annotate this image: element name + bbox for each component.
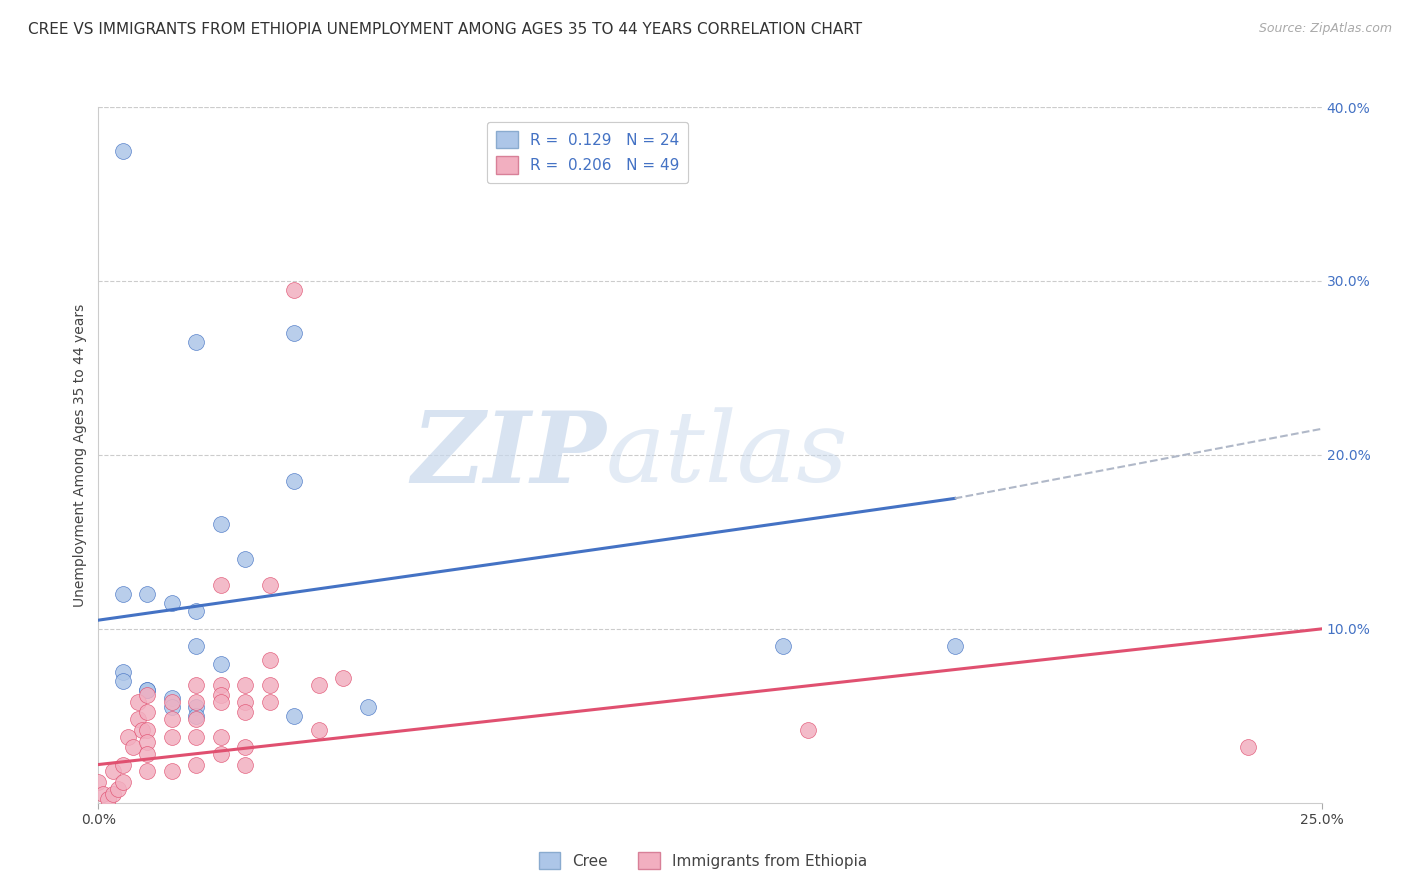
Legend: Cree, Immigrants from Ethiopia: Cree, Immigrants from Ethiopia <box>533 846 873 875</box>
Point <box>186 757 208 772</box>
Point <box>160 700 183 714</box>
Point <box>117 730 139 744</box>
Point <box>160 596 183 610</box>
Point <box>209 747 232 761</box>
Point <box>186 695 208 709</box>
Point <box>87 775 110 789</box>
Point <box>136 723 159 737</box>
Point <box>136 735 159 749</box>
Point <box>186 639 208 653</box>
Point <box>136 587 159 601</box>
Point <box>332 671 354 685</box>
Point <box>107 781 129 796</box>
Point <box>186 712 208 726</box>
Point <box>186 605 208 619</box>
Point <box>136 764 159 779</box>
Point <box>259 653 281 667</box>
Point <box>209 578 232 592</box>
Point <box>131 723 153 737</box>
Point <box>160 730 183 744</box>
Point <box>233 552 256 566</box>
Point <box>209 695 232 709</box>
Point <box>797 723 820 737</box>
Legend: R =  0.129   N = 24, R =  0.206   N = 49: R = 0.129 N = 24, R = 0.206 N = 49 <box>486 121 689 183</box>
Point <box>233 706 256 720</box>
Point <box>283 326 305 340</box>
Point <box>101 787 124 801</box>
Point <box>111 587 134 601</box>
Point <box>209 730 232 744</box>
Point <box>91 787 114 801</box>
Point <box>111 665 134 680</box>
Point <box>136 747 159 761</box>
Point <box>943 639 966 653</box>
Point <box>160 695 183 709</box>
Point <box>1237 740 1260 755</box>
Point <box>772 639 794 653</box>
Point <box>283 283 305 297</box>
Point <box>233 695 256 709</box>
Text: atlas: atlas <box>606 408 849 502</box>
Point <box>259 695 281 709</box>
Point <box>259 578 281 592</box>
Point <box>233 740 256 755</box>
Y-axis label: Unemployment Among Ages 35 to 44 years: Unemployment Among Ages 35 to 44 years <box>73 303 87 607</box>
Text: ZIP: ZIP <box>411 407 606 503</box>
Point <box>283 474 305 488</box>
Point <box>101 764 124 779</box>
Point <box>111 757 134 772</box>
Point <box>111 674 134 689</box>
Point <box>308 677 330 691</box>
Point <box>259 677 281 691</box>
Point <box>186 700 208 714</box>
Point <box>111 144 134 158</box>
Point <box>127 695 149 709</box>
Point <box>136 688 159 702</box>
Point <box>209 517 232 532</box>
Point <box>308 723 330 737</box>
Point <box>160 712 183 726</box>
Text: Source: ZipAtlas.com: Source: ZipAtlas.com <box>1258 22 1392 36</box>
Point <box>233 677 256 691</box>
Point <box>209 688 232 702</box>
Point <box>160 691 183 706</box>
Point <box>209 657 232 671</box>
Point <box>356 700 378 714</box>
Point <box>121 740 143 755</box>
Point <box>111 775 134 789</box>
Point <box>233 757 256 772</box>
Text: CREE VS IMMIGRANTS FROM ETHIOPIA UNEMPLOYMENT AMONG AGES 35 TO 44 YEARS CORRELAT: CREE VS IMMIGRANTS FROM ETHIOPIA UNEMPLO… <box>28 22 862 37</box>
Point <box>127 712 149 726</box>
Point <box>136 682 159 697</box>
Point <box>209 677 232 691</box>
Point <box>186 334 208 349</box>
Point <box>97 792 120 806</box>
Point <box>186 708 208 723</box>
Point <box>160 764 183 779</box>
Point <box>136 706 159 720</box>
Point <box>186 730 208 744</box>
Point <box>136 682 159 697</box>
Point <box>283 708 305 723</box>
Point <box>186 677 208 691</box>
